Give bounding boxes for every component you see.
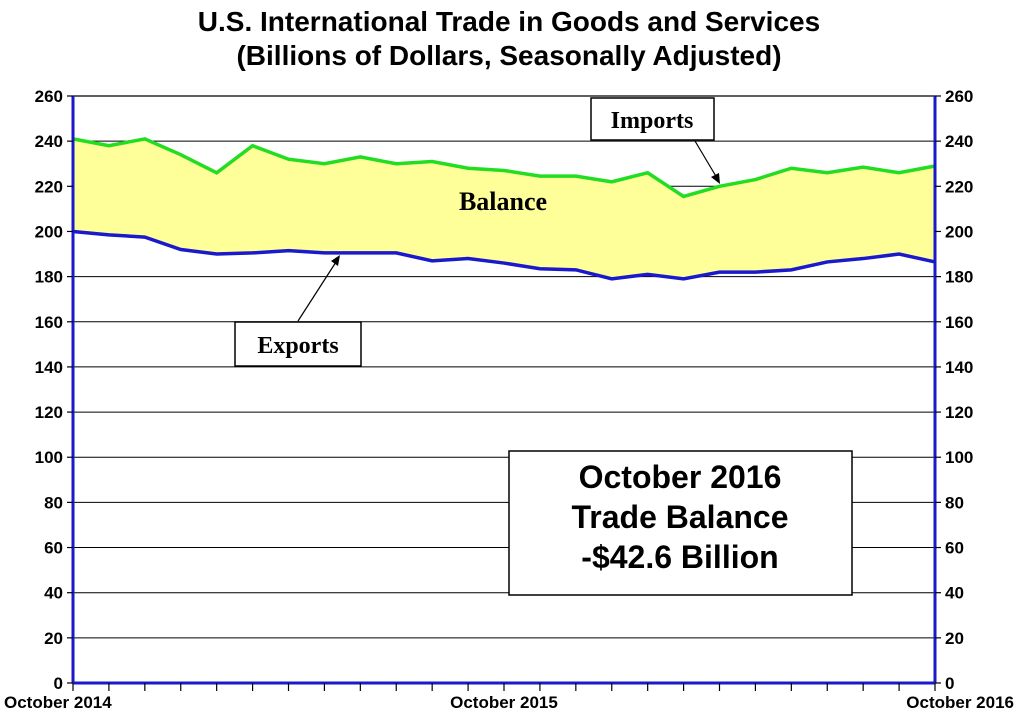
balance-label: Balance bbox=[459, 187, 547, 216]
x-tick-label: October 2014 bbox=[4, 693, 112, 712]
y-tick-label: 200 bbox=[35, 222, 63, 241]
imports-callout-arrow bbox=[694, 140, 718, 179]
y-tick-label: 200 bbox=[945, 222, 973, 241]
y-tick-label: 260 bbox=[35, 87, 63, 106]
y-axis-left: 0 20 40 60 80 100 120 140 160 180 200 220 240 260 bbox=[35, 87, 73, 693]
y-tick-label: 40 bbox=[44, 584, 63, 603]
y-tick-label: 100 bbox=[35, 448, 63, 467]
chart-subtitle: (Billions of Dollars, Seasonally Adjuste… bbox=[236, 40, 782, 71]
y-axis-right: 0 20 40 60 80 100 120 140 160 180 200 220 240 260 bbox=[935, 87, 973, 693]
summary-line-value: -$42.6 Billion bbox=[581, 539, 778, 575]
exports-arrowhead bbox=[331, 255, 340, 266]
y-tick-label: 140 bbox=[35, 358, 63, 377]
y-tick-label: 40 bbox=[945, 584, 964, 603]
summary-box bbox=[508, 450, 853, 596]
x-tick-label: October 2016 bbox=[906, 693, 1014, 712]
y-tick-label: 100 bbox=[945, 448, 973, 467]
y-tick-label: 60 bbox=[945, 539, 964, 558]
y-tick-label: 80 bbox=[44, 493, 63, 512]
series-line-exports bbox=[72, 229, 936, 281]
summary-line-date: October 2016 bbox=[579, 459, 782, 495]
y-tick-label: 180 bbox=[945, 268, 973, 287]
x-axis: October 2014 October 2015 October 2016 bbox=[4, 683, 1014, 712]
y-tick-label: 180 bbox=[35, 268, 63, 287]
y-tick-label: 120 bbox=[35, 403, 63, 422]
y-tick-label: 240 bbox=[945, 132, 973, 151]
imports-callout-label: Imports bbox=[611, 108, 694, 134]
y-tick-label: 140 bbox=[945, 358, 973, 377]
y-tick-label: 120 bbox=[945, 403, 973, 422]
y-tick-label: 220 bbox=[945, 177, 973, 196]
y-tick-label: 260 bbox=[945, 87, 973, 106]
y-tick-label: 60 bbox=[44, 539, 63, 558]
chart-title: U.S. International Trade in Goods and Se… bbox=[197, 6, 821, 37]
imports-callout-box bbox=[590, 97, 715, 141]
exports-callout-box bbox=[234, 321, 362, 367]
y-tick-label: 160 bbox=[945, 313, 973, 332]
y-tick-label: 220 bbox=[35, 177, 63, 196]
y-tick-label: 0 bbox=[54, 674, 63, 693]
balance-area bbox=[73, 138, 935, 279]
y-tick-label: 80 bbox=[945, 493, 964, 512]
y-tick-label: 240 bbox=[35, 132, 63, 151]
series-line-imports bbox=[72, 137, 936, 199]
summary-line-heading: Trade Balance bbox=[572, 499, 789, 535]
imports-arrowhead bbox=[711, 173, 720, 184]
exports-callout-arrow bbox=[297, 261, 337, 322]
x-tick-label: October 2015 bbox=[450, 693, 558, 712]
y-tick-label: 0 bbox=[945, 674, 954, 693]
exports-callout-label: Exports bbox=[257, 333, 338, 359]
y-tick-label: 160 bbox=[35, 313, 63, 332]
y-tick-label: 20 bbox=[945, 629, 964, 648]
y-tick-label: 20 bbox=[44, 629, 63, 648]
